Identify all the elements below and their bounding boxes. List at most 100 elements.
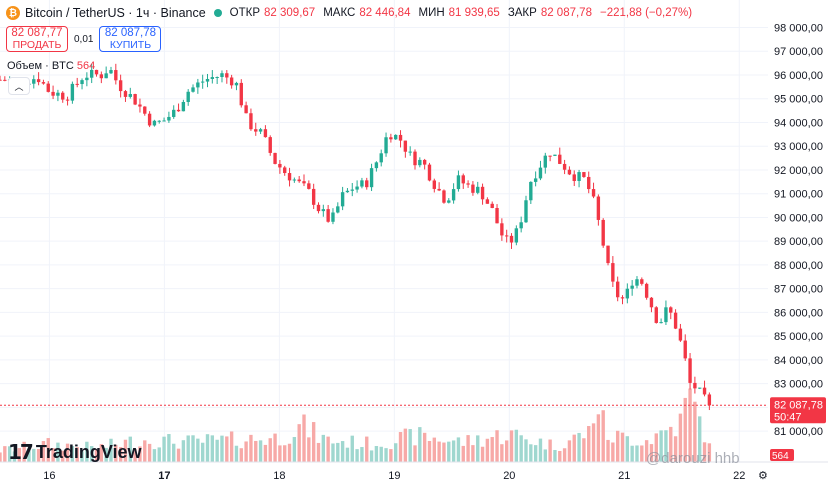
market-status-dot-icon [213,9,222,17]
candle [577,169,581,188]
volume-bar [461,445,465,462]
candle [61,91,65,103]
volume-bar [664,430,668,462]
candle-body [427,164,432,181]
candle [495,204,499,224]
candle-body [678,328,683,341]
candle [331,208,335,225]
volume-bar [524,439,528,462]
y-tick-label: 94 000,00 [774,117,823,129]
candle-body [707,394,712,406]
candle-body [398,134,403,141]
candle [283,165,287,176]
volume-bar [147,443,152,462]
time-axis: 16 17 18 19 20 21 22 [0,461,828,482]
candle [36,72,41,86]
volume-bar [466,435,470,462]
sell-button[interactable]: 82 087,77 ПРОДАТЬ [6,26,68,52]
candle [355,180,359,193]
candle [340,186,345,211]
candle [625,283,630,304]
candle-body [249,113,253,130]
volume-bar [640,445,644,462]
candle-body [273,152,277,164]
candle-body [408,151,412,153]
candle [485,197,490,204]
y-tick-label: 95 000,00 [774,94,823,106]
volume-bar [70,446,75,462]
volume-bar [326,436,330,462]
candle [572,170,576,187]
candle-body [413,151,417,166]
volume-bar [644,440,649,462]
volume-bar [447,441,451,462]
candle [278,160,282,174]
candle-body [596,196,601,220]
volume-legend[interactable]: Объем · BTC 564 [7,60,95,72]
volume-bar [128,436,132,462]
volume-bar [94,449,99,462]
candle-body [61,92,65,100]
candle-body [625,288,630,299]
candle-body [688,358,692,383]
candle [644,282,649,300]
candle-body [471,184,475,193]
volume-bar [181,440,186,462]
volume-bar [340,441,345,462]
candle [442,189,446,204]
volume-bar [263,444,268,462]
x-tick-label: 18 [273,470,285,482]
candle [374,161,379,172]
volume-bar [200,442,205,462]
symbol-title[interactable]: Bitcoin / TetherUS · 1ч · Binance [25,6,206,20]
candle-body [41,82,46,84]
y-tick-label: 84 000,00 [774,355,823,367]
volume-bar [36,448,41,462]
volume-bar [239,448,243,462]
candle [220,70,224,83]
volume-bar [601,410,605,462]
tradingview-logo-icon: 17 [8,440,34,464]
candle-body [133,94,137,105]
candle-body [553,154,557,156]
candle [558,147,562,165]
volume-bar [143,440,147,462]
gear-icon[interactable]: ⚙ [758,470,768,482]
volume-bar [311,422,316,462]
trade-panel: 82 087,77 ПРОДАТЬ 0,01 82 087,78 КУПИТЬ [6,26,162,52]
volume-bar [365,436,369,462]
watermark: @darouzi hhb [646,450,740,467]
candle [553,154,557,157]
tradingview-logo[interactable]: 17 TradingView [8,440,142,464]
volume-bar [118,447,123,462]
volume-bar [678,413,683,462]
volume-bar [553,449,557,462]
candle-body [683,340,687,359]
volume-bar [307,437,311,462]
candle [538,160,543,181]
candle [476,181,480,195]
candle [56,89,60,102]
candle [249,108,253,131]
candle [321,204,326,217]
candle [287,167,292,187]
collapse-legend-button[interactable]: ︿ [8,77,30,95]
candle-body [65,99,70,101]
volume-bar [442,442,446,462]
candle [447,198,451,204]
candle-body [620,297,625,299]
buy-button[interactable]: 82 087,78 КУПИТЬ [99,26,162,52]
candle [649,297,654,313]
volume-bar [451,440,456,462]
candle [673,309,678,330]
candle-body [442,190,446,203]
candle [437,182,441,192]
open-value: 82 309,67 [264,7,316,19]
candle-body [480,186,485,200]
candle-body [205,78,210,82]
candle [461,173,465,189]
symbol-legend[interactable]: ₿ Bitcoin / TetherUS · 1ч · Binance ОТКР… [6,6,700,20]
volume-bar [46,438,50,462]
candle [659,318,663,324]
